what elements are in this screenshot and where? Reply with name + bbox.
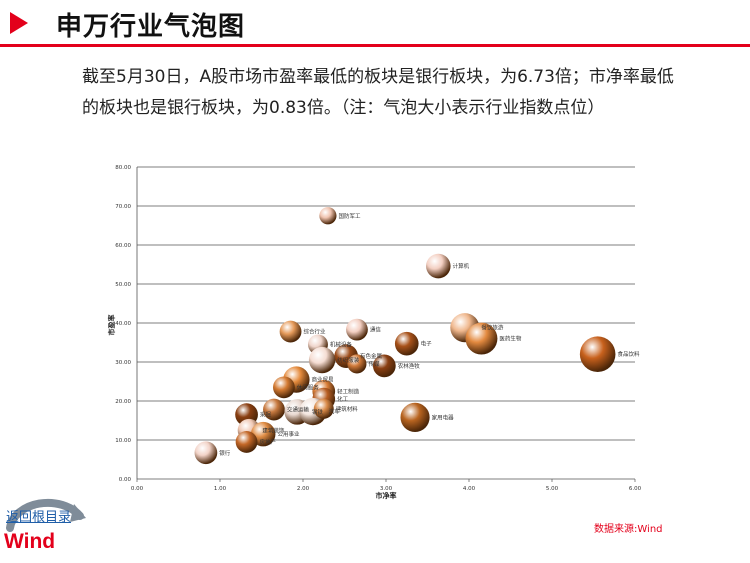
bubble-point — [263, 398, 285, 421]
y-tick-label: 30.00 — [115, 360, 131, 366]
y-tick-label: 70.00 — [115, 204, 131, 210]
bubble-label: 医药生物 — [499, 335, 522, 343]
bubble-point — [465, 322, 498, 355]
bubble-label: 传媒 — [368, 360, 380, 368]
bubble-label: 建筑材料 — [336, 405, 359, 413]
bubble-label: 采掘 — [260, 411, 272, 419]
bubble-label: 休闲服务 — [297, 383, 320, 391]
bubble-label: 计算机 — [453, 262, 470, 270]
bubble-point — [400, 402, 430, 432]
bubble-label: 机械设备 — [330, 340, 353, 348]
bubble-label: 建筑装饰 — [262, 426, 285, 434]
bubble-point — [313, 398, 334, 419]
x-tick-label: 2.00 — [297, 486, 310, 492]
y-tick-label: 0.00 — [119, 477, 132, 483]
bubble-point — [347, 354, 367, 374]
chart-axes: 0.00 10.00 20.00 30.00 40.00 50.00 60.00 70.00 8… — [115, 165, 641, 492]
bubble-label: 国防军工 — [339, 212, 362, 220]
back-to-root-button[interactable]: 返回根目录 Wind — [0, 488, 90, 563]
x-tick-label: 6.00 — [629, 486, 642, 492]
wind-logo: Wind — [4, 530, 56, 553]
bubble-label: 家用电器 — [432, 413, 455, 421]
red-triangle-icon — [10, 12, 28, 34]
x-tick-label: 4.00 — [463, 486, 476, 492]
bubble-label: 综合行业 — [303, 328, 326, 336]
bubble-point — [579, 336, 616, 372]
bubble-point — [426, 253, 451, 279]
bubble-point — [273, 376, 295, 399]
bubble-label: 公用事业 — [277, 430, 300, 438]
y-axis-title: 市盈率 — [107, 315, 116, 336]
bubble-label: 钢铁 — [312, 408, 324, 416]
x-tick-label: 5.00 — [546, 486, 559, 492]
bubble-label: 房地产 — [259, 438, 276, 446]
y-tick-label: 50.00 — [115, 282, 131, 288]
x-tick-label: 1.00 — [214, 486, 227, 492]
bubble-label: 银行 — [219, 449, 231, 457]
description-text: 截至5月30日，A股市场市盈率最低的板块是银行板块，为6.73倍；市净率最低的板… — [82, 67, 674, 118]
bubble-point — [394, 331, 419, 356]
bubble-label: 通信 — [370, 326, 382, 334]
bubble-point — [346, 318, 368, 341]
y-tick-label: 40.00 — [115, 321, 131, 327]
bubble-label: 餐饮旅游 — [481, 324, 504, 332]
bubble-label: 交通运输 — [287, 406, 310, 414]
y-tick-label: 10.00 — [115, 438, 131, 444]
y-tick-label: 80.00 — [115, 165, 131, 171]
bubble-label: 化工 — [337, 395, 349, 403]
x-tick-label: 0.00 — [131, 486, 144, 492]
bubble-label: 纺织服装 — [337, 356, 360, 364]
bubble-label: 商业贸易 — [312, 376, 334, 384]
back-to-root-link[interactable]: 返回根目录 — [6, 510, 72, 525]
bubble-point — [279, 320, 302, 343]
bubble-label: 食品饮料 — [617, 350, 640, 358]
chart-grid — [137, 166, 635, 480]
x-axis-title: 市净率 — [376, 491, 397, 500]
bubble-point — [308, 346, 336, 374]
circular-arrow-icon — [6, 498, 86, 532]
bubble-label: 汽车 — [329, 408, 341, 416]
data-source: 数据来源:Wind — [594, 524, 663, 535]
bubble-label: 电子 — [421, 340, 433, 348]
bubble-label: 轻工制造 — [337, 387, 360, 395]
bubble-point — [372, 354, 396, 378]
x-tick-label: 3.00 — [380, 486, 393, 492]
y-tick-label: 20.00 — [115, 399, 131, 405]
bubble-chart: 0.00 10.00 20.00 30.00 40.00 50.00 60.00 70.00 8… — [107, 165, 642, 500]
bubble-point — [319, 207, 337, 225]
bubble-point — [235, 431, 258, 453]
y-tick-label: 60.00 — [115, 243, 131, 249]
bubble-point — [194, 441, 218, 465]
page-title: 申万行业气泡图 — [56, 12, 246, 42]
chart-bubbles — [194, 207, 616, 465]
bubble-label: 有色金属 — [360, 352, 382, 360]
header-divider — [0, 44, 750, 47]
page-header: 申万行业气泡图 — [0, 0, 750, 48]
bubble-label: 农林渔牧 — [398, 362, 421, 370]
